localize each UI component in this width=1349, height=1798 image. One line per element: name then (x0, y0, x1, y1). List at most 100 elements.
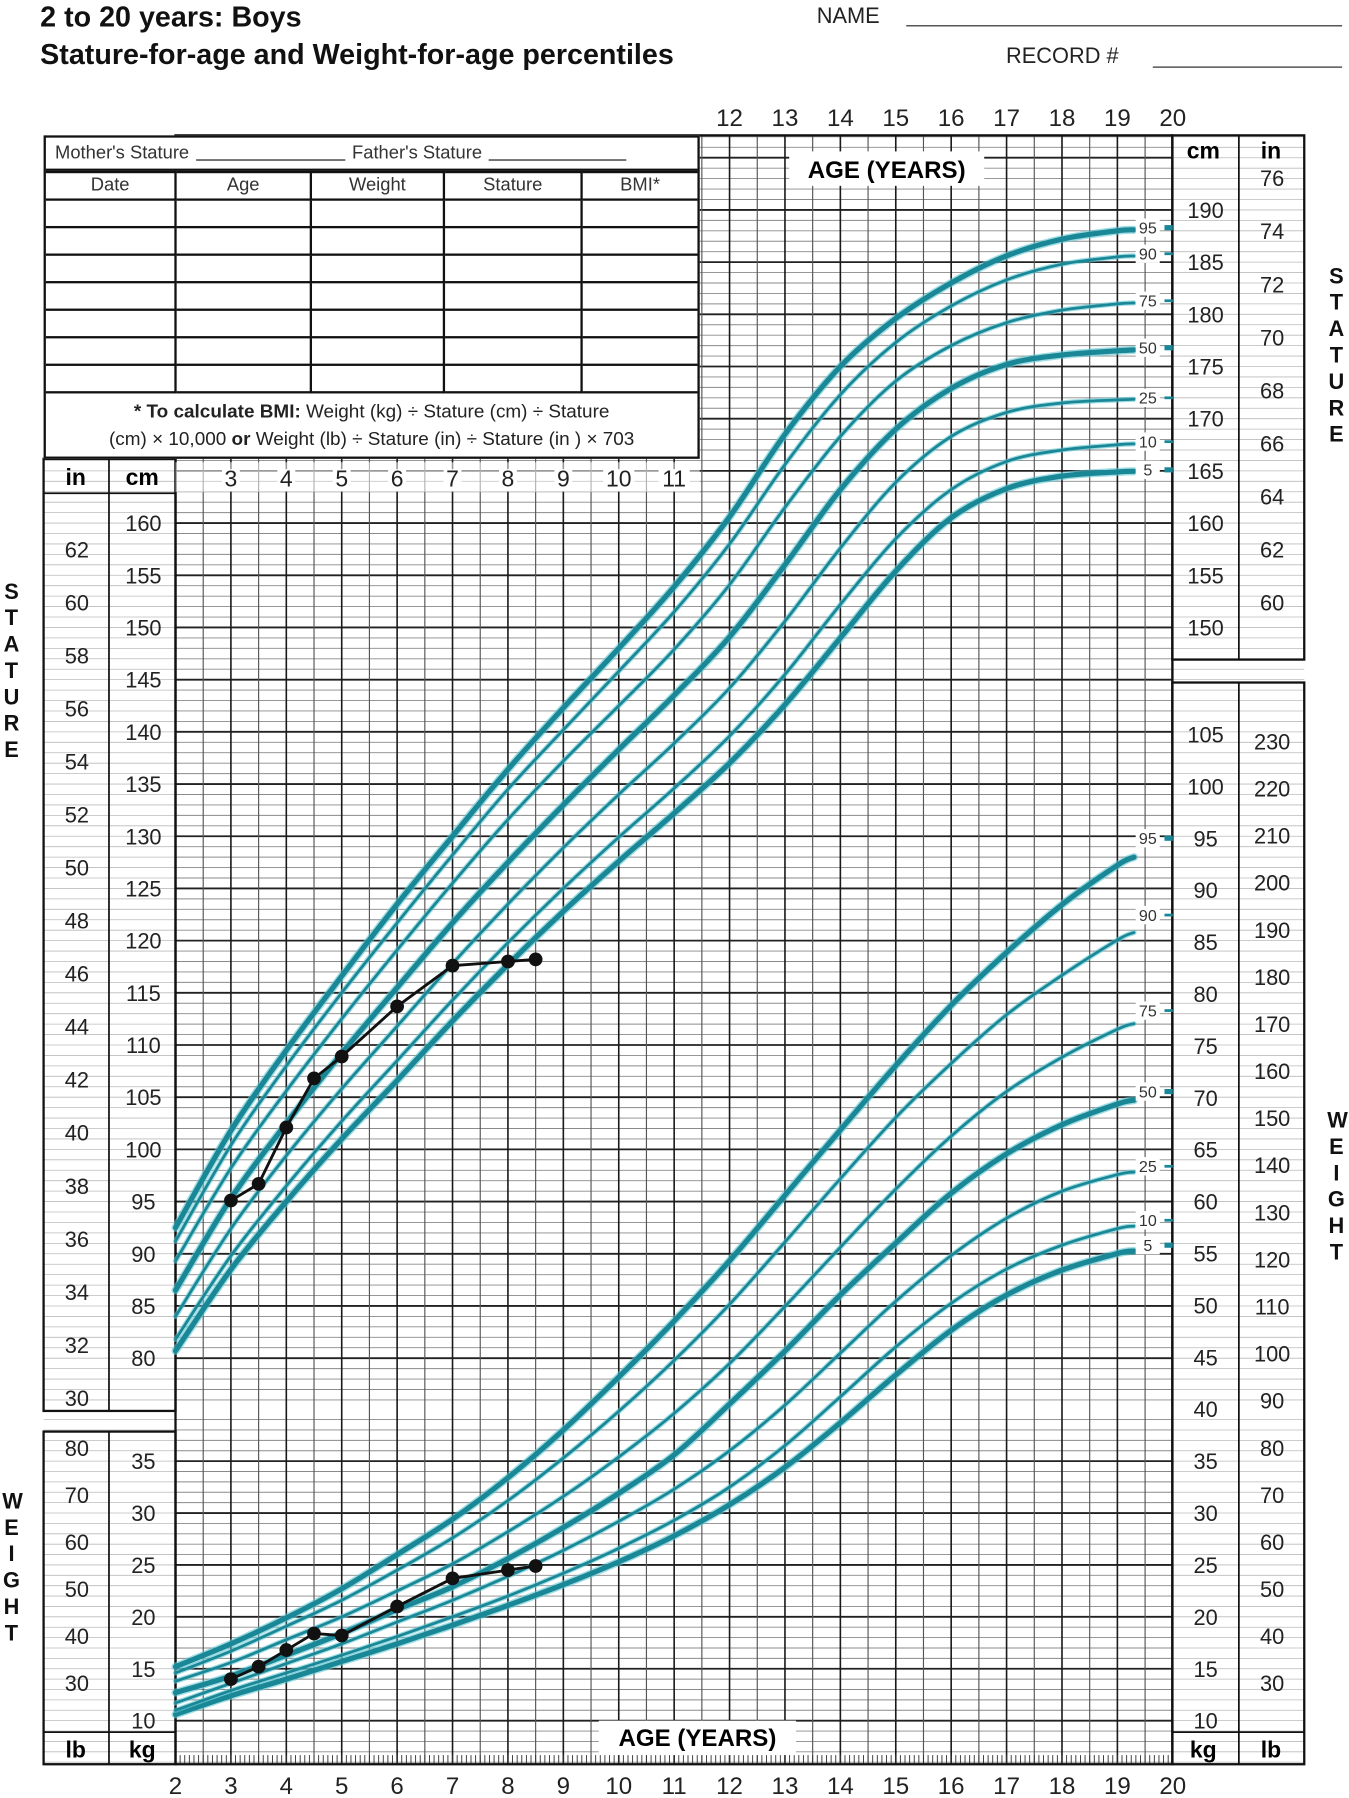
stature-cm-tick-left: 120 (125, 929, 161, 954)
stature-in-tick-left: 48 (65, 909, 89, 934)
table-cell[interactable] (442, 198, 583, 229)
age-tick-bottom: 16 (938, 1773, 965, 1798)
age-tick-bottom: 2 (169, 1773, 182, 1798)
weight-lb-tick-right: 90 (1260, 1389, 1284, 1414)
table-cell[interactable] (580, 281, 698, 311)
table-cell[interactable] (45, 281, 177, 311)
weight-lb-tick-right: 130 (1254, 1200, 1290, 1225)
weight-lb-tick-right: 190 (1254, 918, 1290, 943)
table-cell[interactable] (174, 336, 313, 366)
left-kg-unit: kg (129, 1736, 156, 1762)
father-stature-field[interactable] (488, 146, 627, 161)
stature-patient-point (251, 1176, 266, 1191)
age-tick-inner: 4 (280, 465, 293, 491)
stature-in-tick-left: 56 (65, 696, 89, 721)
mother-stature-field[interactable] (196, 146, 346, 161)
stature-percentile-25-halo (172, 396, 1137, 1319)
stature-patient-point (390, 999, 405, 1014)
weight-lb-tick-right: 220 (1254, 777, 1290, 802)
table-cell[interactable] (174, 198, 313, 229)
table-cell[interactable] (174, 308, 313, 339)
age-tick-inner: 6 (391, 465, 404, 491)
table-cell[interactable] (580, 198, 698, 229)
age-tick-top: 18 (1049, 105, 1076, 132)
table-cell[interactable] (309, 225, 446, 256)
table-cell[interactable] (45, 336, 177, 366)
table-cell[interactable] (442, 363, 583, 394)
weight-kg-tick-right: 90 (1193, 878, 1217, 903)
weight-patient-point (528, 1559, 543, 1573)
stature-cm-tick-right: 160 (1187, 511, 1223, 536)
table-cell[interactable] (45, 363, 177, 394)
record-field[interactable] (1152, 66, 1343, 68)
table-cell[interactable] (45, 198, 177, 229)
table-cell[interactable] (45, 253, 177, 284)
bmi-note-or: or (231, 429, 251, 450)
age-tick-bottom: 13 (772, 1773, 799, 1798)
stature-cm-tick-right: 180 (1187, 302, 1223, 327)
weight-lb-tick-left: 30 (65, 1671, 89, 1696)
stature-in-tick-left: 42 (65, 1068, 89, 1093)
table-cell[interactable] (442, 253, 583, 284)
weight-lb-tick-right: 120 (1254, 1247, 1290, 1272)
stature-patient-point (334, 1049, 349, 1064)
table-cell[interactable] (45, 308, 177, 339)
table-cell[interactable] (174, 363, 313, 394)
age-tick-inner: 8 (502, 465, 515, 491)
table-cell[interactable] (580, 308, 698, 339)
table-cell[interactable] (442, 225, 583, 256)
age-tick-bottom: 18 (1049, 1773, 1076, 1798)
weight-percentile-label: 25 (1139, 1158, 1157, 1176)
table-cell[interactable] (309, 308, 446, 339)
table-cell[interactable] (309, 363, 446, 394)
table-cell[interactable] (580, 253, 698, 284)
weight-kg-tick-right: 20 (1193, 1605, 1217, 1630)
table-cell[interactable] (442, 281, 583, 311)
name-label: NAME (816, 4, 880, 29)
table-cell[interactable] (309, 253, 446, 284)
weight-kg-tick-right: 105 (1187, 722, 1223, 747)
name-field[interactable] (906, 25, 1343, 27)
stature-in-tick-right: 70 (1260, 325, 1284, 350)
stature-cm-tick-right: 170 (1187, 407, 1223, 432)
weight-kg-tick-right: 100 (1187, 774, 1223, 799)
table-cell[interactable] (309, 336, 446, 366)
weight-percentile-90-curve (174, 931, 1136, 1675)
weight-percentile-label: 50 (1139, 1083, 1157, 1101)
weight-patient-point (501, 1563, 515, 1578)
weight-kg-tick-right: 55 (1193, 1242, 1217, 1267)
age-tick-bottom: 17 (993, 1773, 1020, 1798)
age-tick-top: 12 (716, 105, 743, 132)
table-cell[interactable] (309, 198, 446, 229)
table-cell[interactable] (174, 253, 313, 284)
age-tick-bottom: 15 (882, 1773, 909, 1798)
table-cell[interactable] (45, 225, 177, 256)
table-cell[interactable] (174, 225, 313, 256)
right-stature-axis-label: STATURE (1328, 264, 1345, 448)
table-cell[interactable] (442, 308, 583, 339)
table-cell[interactable] (580, 336, 698, 366)
stature-in-tick-right: 60 (1260, 590, 1284, 615)
stature-in-tick-left: 60 (65, 590, 89, 615)
stature-cm-tick-left: 160 (125, 511, 161, 536)
age-tick-top: 19 (1104, 105, 1131, 132)
weight-kg-tick-left: 35 (131, 1449, 155, 1474)
table-cell[interactable] (442, 336, 583, 366)
weight-percentile-label: 95 (1139, 830, 1157, 848)
stature-in-tick-left: 52 (65, 803, 89, 828)
column-header-date: Date (45, 170, 177, 201)
table-cell[interactable] (580, 225, 698, 256)
age-tick-bottom: 19 (1104, 1773, 1131, 1798)
table-cell[interactable] (309, 281, 446, 311)
weight-patient-point (279, 1643, 294, 1657)
column-header-bmi: BMI* (580, 170, 698, 201)
age-tick-bottom: 3 (224, 1773, 237, 1798)
age-tick-top: 20 (1159, 105, 1186, 132)
weight-percentile-25-curve (174, 1170, 1136, 1705)
age-tick-bottom: 9 (557, 1773, 570, 1798)
table-cell[interactable] (580, 363, 698, 394)
weight-lb-tick-left: 70 (65, 1483, 89, 1508)
stature-in-tick-left: 32 (65, 1333, 89, 1358)
age-axis-title-top: AGE (YEARS) (808, 157, 966, 184)
table-cell[interactable] (174, 281, 313, 311)
